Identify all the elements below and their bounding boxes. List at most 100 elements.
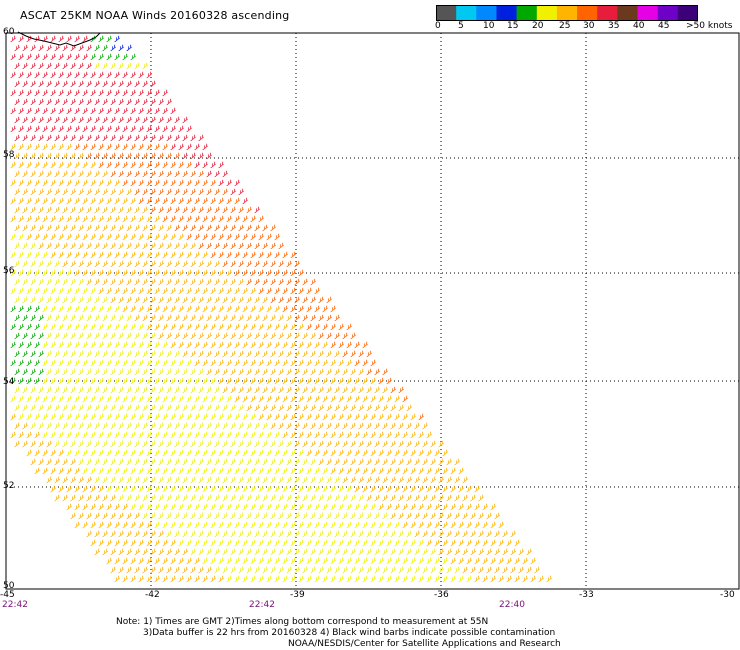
wind-barb <box>122 377 128 385</box>
wind-barb <box>206 188 212 196</box>
wind-barb <box>202 449 208 457</box>
wind-barb <box>118 440 124 448</box>
wind-barb <box>230 458 236 466</box>
wind-barb <box>146 395 152 403</box>
wind-barb <box>18 179 24 187</box>
wind-barb <box>138 341 144 349</box>
wind-barb <box>130 449 136 457</box>
wind-barb <box>98 395 104 403</box>
wind-barb <box>18 215 24 223</box>
wind-barb <box>122 431 128 439</box>
wind-barb <box>290 287 296 295</box>
wind-barb <box>282 269 288 277</box>
scale-swatch <box>617 5 639 21</box>
wind-barb <box>42 467 48 475</box>
wind-barb <box>54 404 60 412</box>
wind-barb <box>258 341 264 349</box>
wind-barb <box>74 341 80 349</box>
wind-barb <box>210 323 216 331</box>
wind-barb <box>150 530 156 538</box>
wind-barb <box>422 422 428 430</box>
wind-barb <box>146 359 152 367</box>
wind-barb <box>178 323 184 331</box>
wind-barb <box>282 413 288 421</box>
wind-barb <box>158 476 164 484</box>
wind-barb <box>362 431 368 439</box>
wind-barb <box>334 476 340 484</box>
time-label: 22:42 <box>2 600 28 610</box>
wind-barb <box>182 296 188 304</box>
wind-barb <box>250 377 256 385</box>
wind-barb <box>386 431 392 439</box>
wind-barb <box>274 269 280 277</box>
wind-barb <box>74 233 80 241</box>
wind-barb <box>74 89 80 97</box>
wind-barb <box>406 530 412 538</box>
wind-barb <box>466 503 472 511</box>
wind-barb <box>298 305 304 313</box>
wind-barb <box>230 224 236 232</box>
wind-barb <box>154 161 160 169</box>
wind-barb <box>254 512 260 520</box>
wind-barb <box>126 476 132 484</box>
wind-barb <box>366 350 372 358</box>
wind-barb <box>106 449 112 457</box>
wind-barb <box>74 197 80 205</box>
wind-barb <box>154 485 160 493</box>
wind-barb <box>298 575 304 583</box>
wind-barb <box>270 476 276 484</box>
wind-barb <box>222 260 228 268</box>
wind-barb <box>462 530 468 538</box>
wind-barbs <box>10 35 552 583</box>
wind-barb <box>54 152 60 160</box>
wind-barb <box>498 539 504 547</box>
wind-barb <box>38 224 44 232</box>
wind-barb <box>182 422 188 430</box>
wind-barb <box>330 575 336 583</box>
wind-barb <box>198 314 204 322</box>
wind-barb <box>102 368 108 376</box>
wind-barb <box>130 341 136 349</box>
wind-barb <box>262 242 268 250</box>
wind-speed-color-scale <box>436 5 698 21</box>
wind-barb <box>118 296 124 304</box>
wind-barb <box>142 278 148 286</box>
wind-barb <box>302 314 308 322</box>
wind-barb <box>450 539 456 547</box>
wind-barb <box>194 305 200 313</box>
wind-barb <box>170 395 176 403</box>
wind-barb <box>34 413 40 421</box>
wind-barb <box>230 494 236 502</box>
wind-barb <box>66 305 72 313</box>
wind-barb <box>438 548 444 556</box>
wind-barb <box>34 71 40 79</box>
wind-barb <box>398 422 404 430</box>
wind-barb <box>166 548 172 556</box>
wind-barb <box>366 476 372 484</box>
wind-barb <box>338 575 344 583</box>
wind-barb <box>210 539 216 547</box>
wind-barb <box>230 476 236 484</box>
wind-barb <box>294 494 300 502</box>
wind-barb <box>326 476 332 484</box>
wind-barb <box>94 188 100 196</box>
wind-barb <box>282 503 288 511</box>
wind-barb <box>30 206 36 214</box>
wind-barb <box>174 440 180 448</box>
wind-barb <box>22 62 28 70</box>
wind-barb <box>178 575 184 583</box>
wind-barb <box>10 215 16 223</box>
wind-barb <box>314 431 320 439</box>
wind-barb <box>114 125 120 133</box>
wind-barb <box>322 305 328 313</box>
wind-barb <box>278 350 284 358</box>
wind-barb <box>30 98 36 106</box>
wind-barb <box>230 440 236 448</box>
wind-barb <box>158 512 164 520</box>
wind-barb <box>106 215 112 223</box>
wind-barb <box>118 530 124 538</box>
wind-barb <box>338 557 344 565</box>
wind-barb <box>130 575 136 583</box>
wind-barb <box>226 269 232 277</box>
wind-barb <box>406 548 412 556</box>
